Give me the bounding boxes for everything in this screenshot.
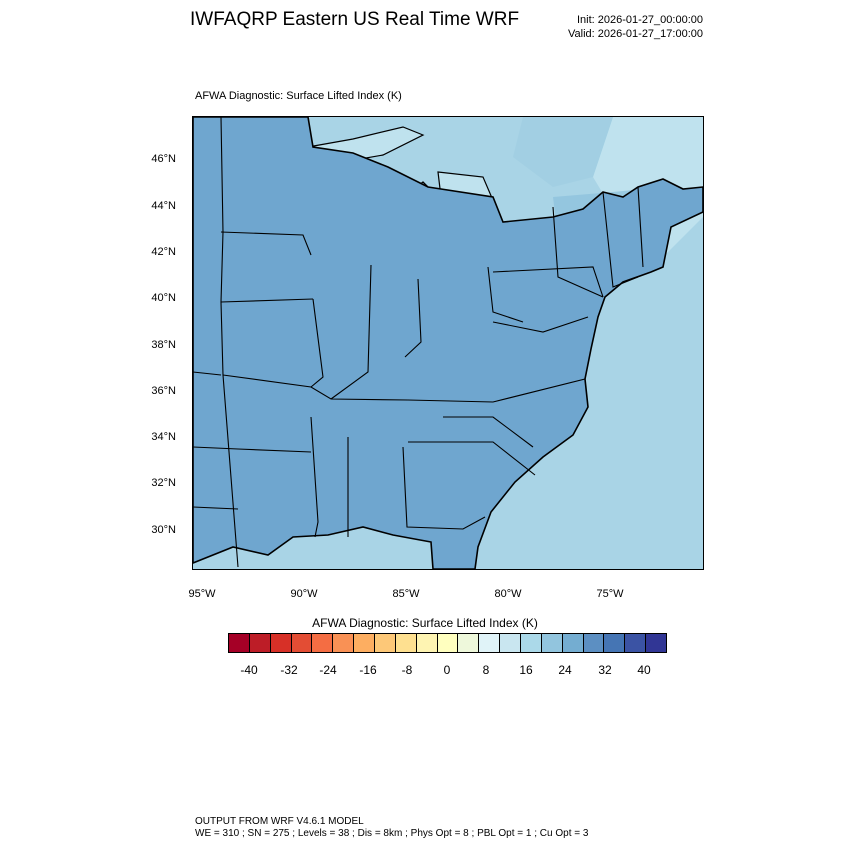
- colorbar-swatch: [354, 634, 376, 652]
- lon-label: 75°W: [596, 588, 624, 600]
- plot-subtitle: AFWA Diagnostic: Surface Lifted Index (K…: [195, 90, 402, 102]
- valid-time: Valid: 2026-01-27_17:00:00: [568, 28, 703, 40]
- colorbar-swatch: [562, 634, 584, 652]
- colorbar-swatch: [416, 634, 438, 652]
- colorbar-tick-label: -32: [280, 663, 298, 677]
- lat-label: 42°N: [151, 246, 176, 258]
- lat-label: 36°N: [151, 385, 176, 397]
- colorbar-tick-label: 32: [598, 663, 612, 677]
- colorbar-swatch: [541, 634, 563, 652]
- colorbar-tick-label: 8: [482, 663, 490, 677]
- colorbar-swatch: [437, 634, 459, 652]
- colorbar-title: AFWA Diagnostic: Surface Lifted Index (K…: [312, 616, 538, 630]
- colorbar-tick-label: 24: [558, 663, 572, 677]
- colorbar-swatch: [458, 634, 480, 652]
- state-boundaries: [193, 117, 644, 568]
- colorbar-tick-label: -16: [359, 663, 377, 677]
- colorbar-swatch: [625, 634, 647, 652]
- colorbar-swatch: [291, 634, 313, 652]
- lat-label: 44°N: [151, 200, 176, 212]
- colorbar: [228, 633, 667, 653]
- colorbar-swatch: [312, 634, 334, 652]
- colorbar-tick-label: -40: [240, 663, 258, 677]
- colorbar-swatch: [229, 634, 250, 652]
- model-version: OUTPUT FROM WRF V4.6.1 MODEL: [195, 816, 364, 827]
- lon-label: 85°W: [392, 588, 420, 600]
- colorbar-swatch: [249, 634, 271, 652]
- page-title: IWFAQRP Eastern US Real Time WRF: [190, 9, 520, 30]
- colorbar-tick-label: -8: [401, 663, 413, 677]
- colorbar-swatch: [375, 634, 396, 652]
- lon-label: 80°W: [494, 588, 522, 600]
- map-panel: [192, 116, 704, 570]
- lat-label: 34°N: [151, 431, 176, 443]
- run-times: Init: 2026-01-27_00:00:00 Valid: 2026-01…: [568, 13, 703, 41]
- lat-label: 40°N: [151, 292, 176, 304]
- colorbar-swatch: [333, 634, 355, 652]
- colorbar-swatch: [604, 634, 626, 652]
- lat-label: 32°N: [151, 477, 176, 489]
- colorbar-tick-label: 16: [519, 663, 533, 677]
- colorbar-swatch: [521, 634, 542, 652]
- colorbar-swatch: [395, 634, 417, 652]
- lon-label: 95°W: [188, 588, 216, 600]
- colorbar-swatch: [583, 634, 605, 652]
- lat-label: 38°N: [151, 339, 176, 351]
- lat-label: 30°N: [151, 524, 176, 536]
- init-time: Init: 2026-01-27_00:00:00: [577, 14, 703, 26]
- colorbar-tick-label: 40: [637, 663, 651, 677]
- colorbar-tick-label: -24: [319, 663, 337, 677]
- colorbar-swatch: [500, 634, 522, 652]
- model-info-footer: OUTPUT FROM WRF V4.6.1 MODEL WE = 310 ; …: [195, 816, 588, 840]
- lon-label: 90°W: [290, 588, 318, 600]
- map-canvas: [193, 117, 703, 569]
- canada-west-area: [513, 117, 613, 187]
- colorbar-swatch: [270, 634, 292, 652]
- colorbar-swatch: [479, 634, 501, 652]
- colorbar-tick-label: 0: [443, 663, 451, 677]
- lat-label: 46°N: [151, 153, 176, 165]
- colorbar-swatch: [646, 634, 667, 652]
- model-config: WE = 310 ; SN = 275 ; Levels = 38 ; Dis …: [195, 828, 589, 839]
